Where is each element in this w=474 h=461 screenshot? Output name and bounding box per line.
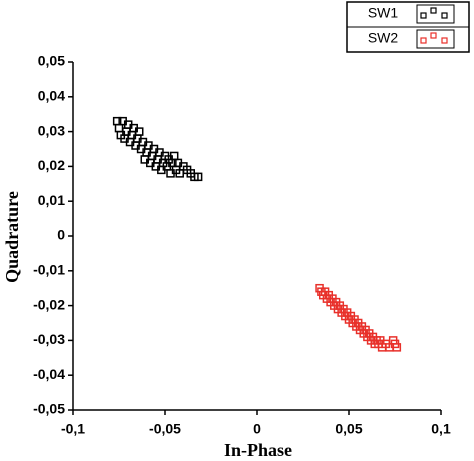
legend-label: SW2	[368, 30, 399, 46]
legend-marker	[441, 12, 448, 19]
legend-marker	[430, 7, 437, 14]
legend-marker	[430, 32, 437, 39]
y-tick-label: 0,01	[38, 192, 65, 208]
x-tick-label: 0,05	[335, 421, 362, 437]
point	[134, 127, 144, 136]
legend-marker-frame	[416, 4, 455, 24]
y-tick-label: 0,03	[38, 122, 65, 138]
legend-marker	[420, 37, 427, 44]
y-tick-label: -0,04	[33, 366, 65, 382]
y-tick-label: -0,03	[33, 331, 65, 347]
y-tick-label: 0	[57, 227, 65, 243]
y-tick-label: -0,01	[33, 262, 65, 278]
y-tick-label: -0,05	[33, 401, 65, 417]
x-axis-title: In-Phase	[224, 440, 292, 460]
point	[193, 172, 203, 182]
legend-marker	[441, 37, 448, 44]
y-axis-title: Quadrature	[2, 191, 22, 283]
legend-marker-frame	[416, 29, 455, 49]
legend-marker	[420, 12, 427, 19]
x-tick-label: 0	[253, 421, 261, 437]
point	[114, 123, 124, 133]
x-tick-label: -0,1	[61, 421, 85, 437]
y-tick-label: -0,02	[33, 296, 65, 312]
x-tick-label: -0,05	[149, 421, 181, 437]
point	[392, 343, 402, 352]
y-tick-label: 0,04	[38, 88, 65, 104]
x-tick-label: 0,1	[431, 421, 451, 437]
y-tick-label: 0,02	[38, 157, 65, 173]
y-tick-label: 0,05	[38, 53, 65, 69]
legend-label: SW1	[368, 5, 399, 21]
